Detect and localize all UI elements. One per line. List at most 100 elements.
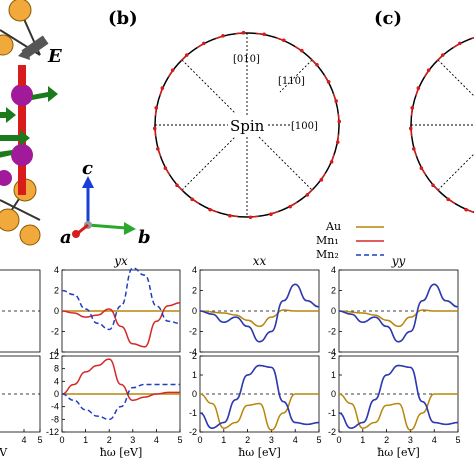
x-tick-label: 5 (177, 435, 182, 445)
plot-panel-col3-top: xx 4 2 0 -2 -4 (189, 254, 320, 357)
legend: Au Mn₁ Mn₂ (316, 220, 384, 261)
au-atom (0, 208, 20, 232)
x-axis-label: ħω [eV] (238, 446, 281, 459)
plot-panel-col2-top: yx 4 2 0 -2 -4 (51, 254, 181, 357)
y-tick-label: 1 (331, 370, 336, 380)
axis-b-label: b (138, 227, 151, 248)
x-tick-label: 0 (197, 435, 202, 445)
y-tick-label: -4 (189, 347, 197, 357)
spin-arrow-head (431, 183, 435, 188)
spin-circle-c (408, 36, 474, 214)
y-tick-label: 2 (331, 286, 336, 296)
y-tick-label: 0 (331, 306, 336, 316)
spin-arrow-head (228, 213, 232, 218)
au-atom (19, 224, 41, 246)
axes-triad: c a b (60, 158, 151, 248)
spin-arrow-head (410, 106, 415, 110)
plot-panel-col4-top: yy 4 2 0 -2 -4 (328, 254, 459, 357)
spin-arrow-head (416, 86, 421, 90)
dir-110-label: [110] (278, 76, 305, 87)
y-tick-label: 0 (54, 389, 59, 399)
plot-panel-left-bottom: 4 5 eV (0, 355, 43, 459)
spin-arrow-head (184, 53, 189, 57)
spin-circle-b: [010] [110] [100] Spin (152, 30, 342, 220)
spin-arrow-head (446, 197, 450, 202)
plot-title: xx (253, 254, 267, 268)
x-tick-label: 4 (432, 435, 437, 445)
bond-red (18, 78, 26, 86)
x-tick-label: 2 (384, 435, 389, 445)
series-line (61, 302, 181, 348)
x-tick-label: 2 (245, 435, 250, 445)
series-line (199, 309, 319, 328)
y-tick-label: -2 (51, 327, 59, 337)
x-tick-label: 3 (408, 435, 413, 445)
x-tick-label: 1 (83, 435, 88, 445)
y-tick-label: 4 (54, 265, 59, 275)
spin-arrow-head (156, 147, 160, 151)
spin-arrow-head (326, 80, 331, 84)
series-line (61, 383, 180, 421)
axis-c-label: c (82, 158, 93, 179)
y-tick-label: 2 (331, 351, 336, 361)
spin-arrow-head (202, 41, 206, 46)
series-line (61, 267, 181, 331)
axis-a-label: a (60, 227, 72, 248)
spin-arrow-head (408, 126, 413, 131)
spin-arrow-head (419, 166, 424, 170)
x-tick-label: 1 (221, 435, 226, 445)
plot-grid: yx420-2-4xx420-2-4yy420-2-445eV12840-4-8… (0, 254, 461, 459)
spin-arrow (471, 36, 474, 40)
field-label: E (47, 46, 62, 67)
spin-arrow-head (305, 193, 310, 197)
spin-arrow-green (0, 130, 30, 146)
series-line (338, 309, 458, 328)
series-line (199, 283, 320, 343)
spin-label: Spin (230, 117, 265, 135)
crystal-structure: E (0, 0, 62, 246)
plot-panel-left-top (0, 269, 41, 353)
series-line (338, 283, 459, 343)
legend-mn2: Mn₂ (316, 248, 339, 261)
dir-100-label: [100] (291, 121, 318, 132)
x-axis-label: ħω [eV] (100, 446, 143, 459)
spin-arrow-head (152, 126, 157, 131)
x-tick-label: 3 (269, 435, 274, 445)
y-tick-label: 4 (331, 265, 336, 275)
x-tick-label: 4 (21, 435, 26, 445)
y-tick-label: -4 (328, 347, 336, 357)
y-tick-label: 2 (192, 351, 197, 361)
x-tick-label: 3 (130, 435, 135, 445)
y-tick-label: 2 (192, 286, 197, 296)
y-tick-label: -4 (51, 402, 59, 412)
panel-b-label: (b) (108, 8, 138, 29)
mn-atom (11, 144, 33, 166)
plot-panel-col3-bottom: 210-1-20 1 2 3 4 5ħω [eV] (189, 351, 322, 459)
legend-au: Au (325, 220, 341, 233)
spin-arrow-head (300, 48, 304, 53)
y-tick-label: 4 (54, 376, 59, 386)
spin-arrow-head (262, 32, 266, 37)
spin-arrow-green (0, 150, 12, 158)
x-tick-label: 5 (316, 435, 321, 445)
series-line (199, 364, 320, 429)
spin-arrow-green (32, 86, 58, 102)
series-line (338, 364, 459, 429)
y-tick-label: 0 (331, 389, 336, 399)
y-tick-label: -12 (46, 427, 59, 437)
mn-atom (0, 170, 12, 186)
spin-arrow-head (315, 62, 319, 67)
y-tick-label: 2 (54, 286, 59, 296)
panel-c-label: (c) (374, 8, 402, 29)
au-atom (8, 0, 32, 22)
y-tick-label: -4 (51, 347, 59, 357)
y-tick-label: -2 (328, 427, 336, 437)
spin-arrow-head (329, 160, 334, 164)
y-tick-label: 8 (54, 364, 59, 374)
y-tick-label: -2 (189, 427, 197, 437)
spin-arrow-head (269, 212, 273, 216)
y-tick-label: 12 (49, 351, 59, 361)
x-tick-label: 4 (293, 435, 298, 445)
